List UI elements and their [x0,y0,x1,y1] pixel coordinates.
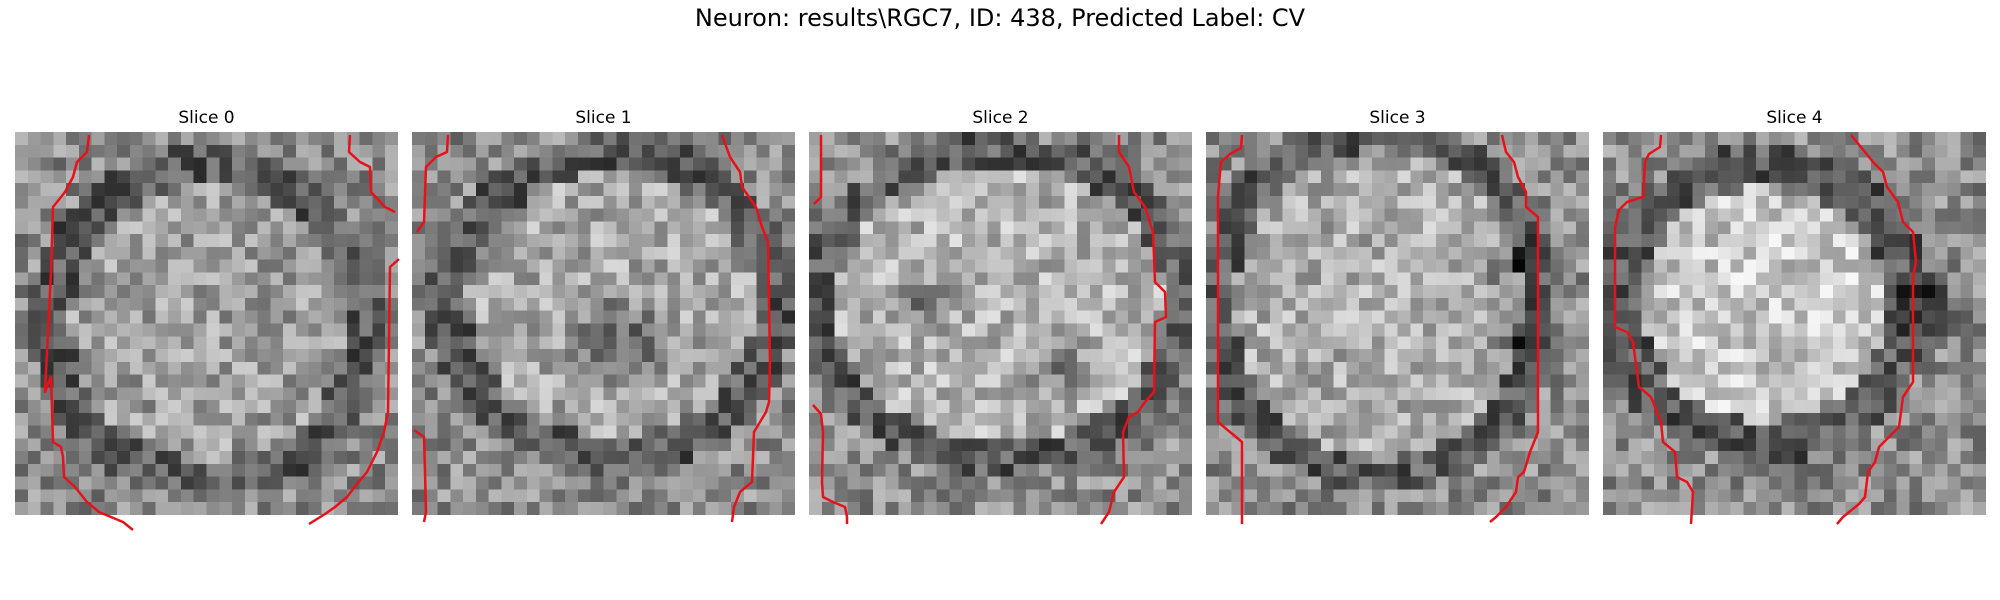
contour-left-3 [1216,134,1244,524]
contour-right-1 [720,134,772,523]
slice-image-0 [15,132,398,515]
slice-panel-3: Slice 3 [1206,105,1589,524]
contour-right-2 [1099,135,1168,525]
contour-overlay-0 [43,134,400,531]
slice-image-2 [809,132,1192,515]
contour-right-3 [1489,134,1540,523]
contour-left-4 [1613,134,1695,525]
contour-left-top-1 [415,134,450,233]
slice-panel-2: Slice 2 [809,105,1192,525]
slice-title-2: Slice 2 [972,108,1029,128]
contour-left-bottom-2 [812,404,849,524]
slice-title-0: Slice 0 [178,108,235,128]
contour-left-bottom-1 [413,428,428,523]
contour-overlay-1 [413,134,772,523]
slice-panel-0: Slice 0 [15,105,400,531]
contour-overlay-4 [1613,134,1918,525]
contour-overlay-3 [1216,134,1540,524]
contour-overlay-2 [812,135,1168,525]
slice-title-3: Slice 3 [1369,108,1426,128]
slice-panel-4: Slice 4 [1603,105,1986,525]
slice-title-1: Slice 1 [575,108,632,128]
slice-image-1 [412,132,795,515]
contour-left-top-2 [813,135,823,205]
slice-title-4: Slice 4 [1766,108,1823,128]
contour-right-4 [1836,134,1918,525]
figure-title: Neuron: results\RGC7, ID: 438, Predicted… [694,4,1306,32]
slice-image-4 [1603,132,1986,515]
slice-panel-1: Slice 1 [412,105,795,523]
contour-right-lower-0 [308,258,400,526]
contour-left-0 [43,134,134,531]
contour-right-0 [347,134,396,214]
